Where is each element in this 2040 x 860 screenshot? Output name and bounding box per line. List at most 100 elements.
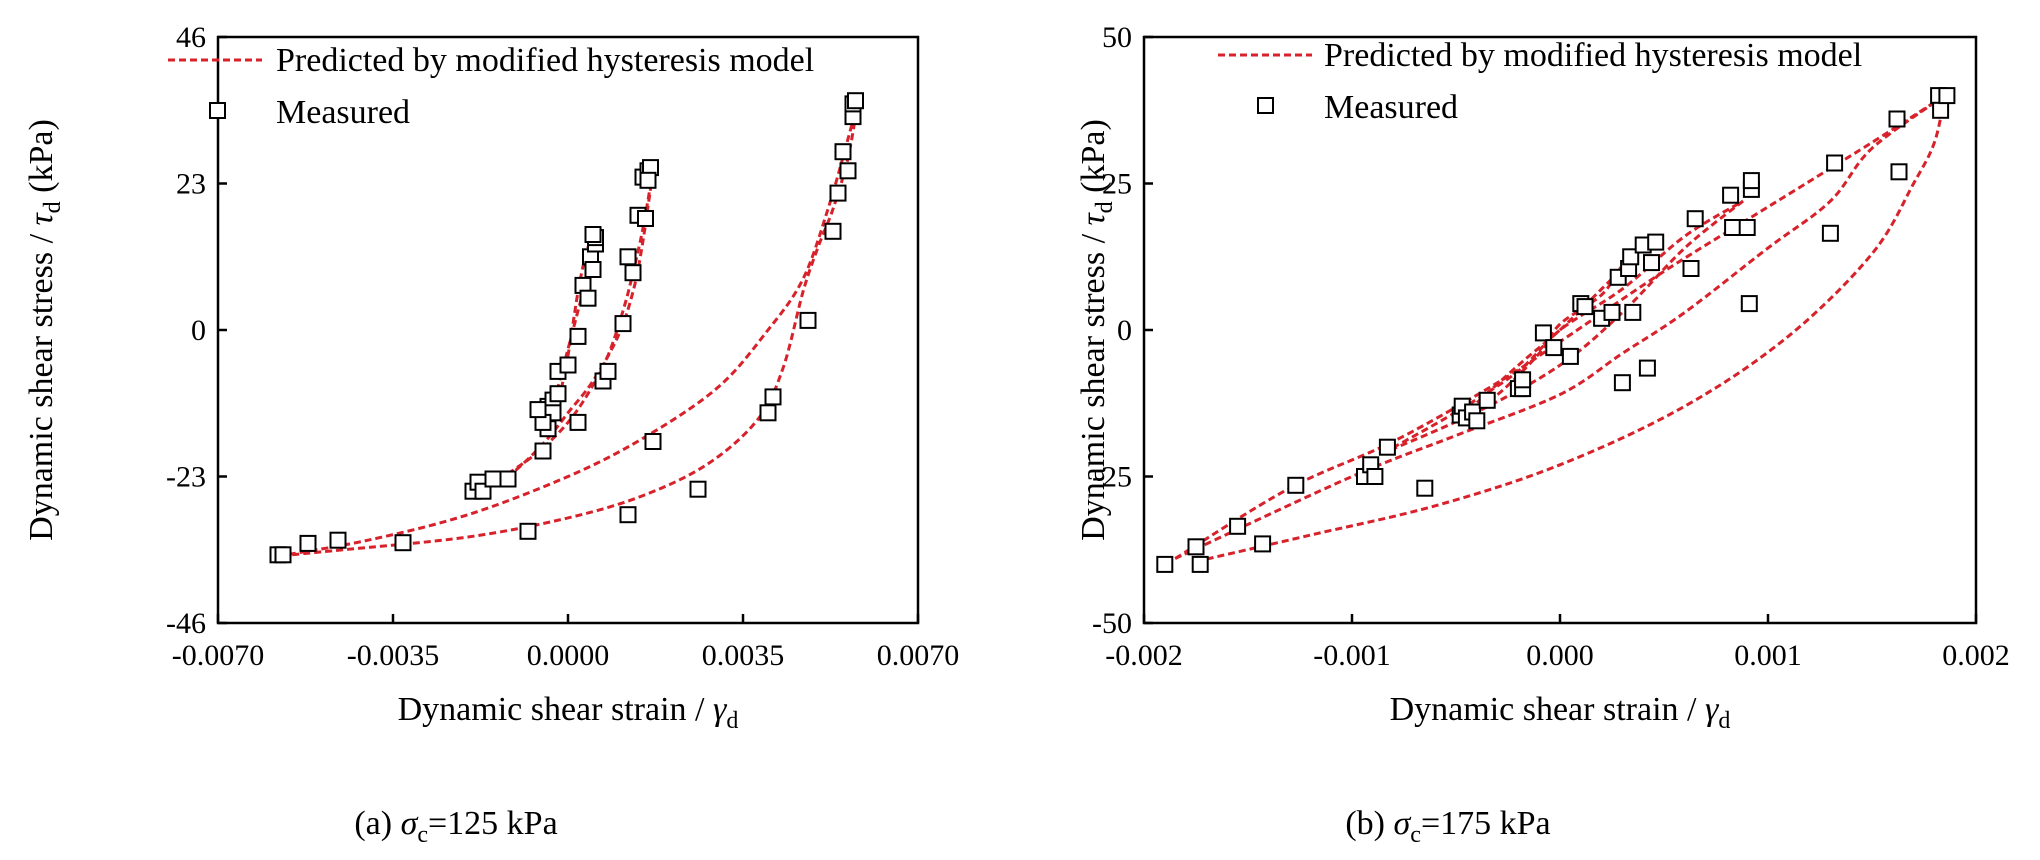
measured-point-b-19 (1514, 371, 1532, 389)
legend-label-predicted-b: Predicted by modified hysteresis model (1324, 37, 1862, 74)
x-tick-label-a: 0.0000 (527, 639, 610, 672)
measured-point-b-49 (1932, 101, 1950, 119)
predicted-curve-b-6 (1195, 95, 1947, 563)
measured-point-a-13 (499, 470, 517, 488)
measured-point-a-21 (529, 401, 547, 419)
measured-point-a-8 (644, 433, 662, 450)
measured-point-b-8 (1366, 468, 1384, 485)
legend-label-predicted-a: Predicted by modified hysteresis model (276, 42, 814, 79)
measured-point-a-26 (579, 289, 597, 307)
measured-point-a-24 (569, 327, 587, 345)
y-tick-label-a: -46 (166, 607, 206, 640)
legend-a: Predicted by modified hysteresis model M… (168, 42, 814, 131)
y-tick-label-b: 0 (1117, 314, 1132, 347)
panel-caption-b: (b) σc=175 kPa (1345, 805, 1550, 848)
measured-point-b-39 (1724, 219, 1742, 236)
chart-panel-a: -0.0070 -0.0035 0.0000 0.0035 0.0070 -46 -23 0… (23, 21, 959, 848)
measured-point-a-34 (599, 362, 617, 380)
measured-point-a-44 (759, 404, 777, 422)
measured-point-b-30 (1622, 248, 1640, 266)
measured-point-b-28 (1613, 374, 1631, 392)
legend-label-measured-b: Measured (1324, 89, 1458, 126)
measured-point-b-22 (1561, 347, 1579, 365)
measured-point-b-38 (1722, 186, 1740, 204)
x-ticks-b: -0.002 -0.001 0.000 0.001 0.002 (1105, 614, 2010, 672)
measured-point-a-48 (829, 184, 847, 202)
measured-point-a-23 (559, 356, 577, 374)
legend-label-measured-a: Measured (276, 94, 410, 131)
measured-point-a-43 (639, 171, 657, 189)
chart-panel-b: -0.002 -0.001 0.000 0.001 0.002 -50-2502550 … (1075, 21, 2010, 848)
measured-point-b-21 (1545, 339, 1563, 357)
x-ticks-a: -0.0070 -0.0035 0.0000 0.0035 0.0070 (172, 614, 960, 672)
x-tick-label-a: -0.0070 (172, 639, 265, 672)
measured-point-b-33 (1638, 359, 1656, 377)
legend-b: Predicted by modified hysteresis model M… (1218, 37, 1862, 126)
predicted-curve-a-5 (277, 100, 860, 558)
x-tick-label-b: -0.001 (1313, 639, 1391, 672)
y-tick-label-a: -23 (166, 461, 206, 494)
measured-point-b-45 (1826, 154, 1844, 172)
y-tick-label-a: 0 (191, 314, 206, 347)
x-tick-label-b: 0.000 (1526, 639, 1594, 672)
x-tick-label-a: 0.0070 (877, 639, 960, 672)
measured-point-b-50 (1938, 87, 1956, 105)
x-axis-title-b: Dynamic shear strain / γd (1390, 691, 1731, 734)
y-axis-title-a: Dynamic shear stress / τd (kPa) (23, 119, 66, 541)
measured-point-b-16 (1478, 391, 1496, 409)
measured-point-b-31 (1624, 303, 1642, 321)
predicted-curve-a-2 (477, 170, 655, 494)
measured-point-a-47 (824, 222, 842, 240)
measured-point-b-10 (1416, 479, 1434, 497)
measured-point-a-40 (637, 210, 654, 227)
measured-point-a-5 (519, 522, 537, 540)
measured-point-a-32 (569, 413, 587, 431)
measured-point-b-15 (1468, 412, 1486, 430)
y-ticks-a: -46 -23 0 23 46 (166, 21, 227, 640)
measured-point-b-47 (1890, 163, 1908, 181)
measured-point-b-40 (1738, 219, 1756, 236)
measured-point-b-46 (1888, 110, 1906, 128)
legend-marker-swatch-a (209, 102, 226, 119)
measured-point-a-14 (534, 442, 552, 460)
measured-point-b-44 (1821, 224, 1839, 242)
y-tick-label-b: -25 (1092, 461, 1132, 494)
measured-point-a-35 (614, 315, 632, 333)
measured-point-b-1 (1187, 538, 1205, 556)
measured-point-a-49 (834, 143, 852, 161)
x-tick-label-a: -0.0035 (347, 639, 440, 672)
series-curves-a (277, 100, 860, 558)
measured-point-b-37 (1686, 210, 1704, 228)
series-markers-b (1156, 87, 1956, 573)
y-axis-title-b: Dynamic shear stress / τd (kPa) (1075, 119, 1118, 541)
panel-caption-a: (a) σc=125 kPa (354, 805, 557, 848)
measured-point-b-24 (1576, 298, 1594, 316)
measured-point-a-7 (689, 480, 707, 498)
y-ticks-b: -50 -25 0 25 50 (1092, 21, 1153, 640)
measured-point-a-12 (484, 470, 502, 488)
measured-point-b-4 (1254, 535, 1272, 553)
x-tick-label-b: 0.001 (1734, 639, 1802, 672)
y-tick-label-a: 46 (176, 21, 206, 54)
measured-point-a-53 (847, 92, 864, 110)
measured-point-a-36 (619, 248, 637, 266)
measured-point-b-35 (1647, 233, 1665, 251)
measured-point-b-3 (1229, 517, 1247, 535)
measured-point-a-1 (274, 546, 292, 564)
y-tick-label-a: 23 (176, 168, 206, 201)
measured-point-b-20 (1534, 324, 1552, 342)
measured-point-a-3 (329, 531, 347, 549)
x-tick-label-a: 0.0035 (702, 639, 785, 672)
y-tick-label-b: 50 (1102, 21, 1132, 54)
predicted-curve-b-3 (1382, 199, 1744, 455)
measured-point-a-18 (549, 385, 567, 403)
predicted-curve-b-2 (1382, 199, 1744, 455)
measured-point-a-50 (839, 162, 857, 180)
measured-point-a-46 (799, 311, 817, 329)
predicted-curve-a-4 (277, 100, 860, 558)
measured-point-a-2 (299, 534, 317, 552)
y-tick-label-b: 25 (1102, 168, 1132, 201)
series-markers-a (269, 92, 864, 564)
measured-point-b-9 (1378, 438, 1396, 456)
